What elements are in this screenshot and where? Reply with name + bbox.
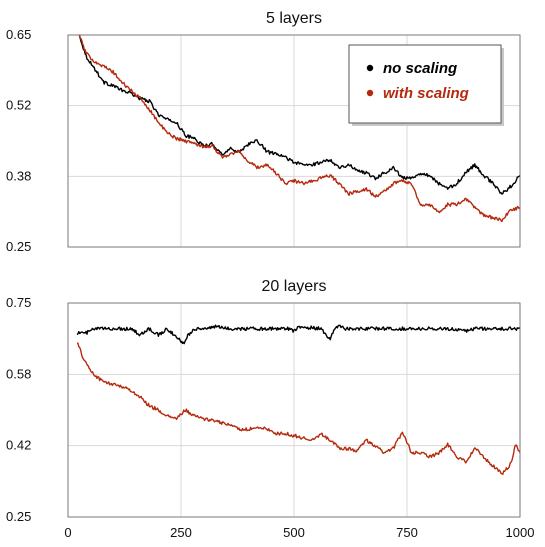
legend-box: [348, 44, 502, 124]
x-tick-label: 1000: [506, 525, 535, 540]
legend-label: with scaling: [383, 85, 469, 102]
y-tick-label: 0.75: [6, 295, 31, 310]
x-tick-label: 250: [170, 525, 192, 540]
y-tick-label: 0.52: [6, 98, 31, 113]
plot-frame: [67, 302, 521, 518]
legend-marker: [366, 89, 374, 97]
x-tick-label: 500: [283, 525, 305, 540]
y-tick-label: 0.42: [6, 438, 31, 453]
legend-marker: [366, 64, 374, 72]
panel-20-layers: 20 layers 0.75 0.58 0.42 0.25 0 250 500 750 1000: [6, 278, 534, 540]
y-tick-label: 0.25: [6, 509, 31, 524]
x-tick-label: 750: [396, 525, 418, 540]
y-tick-label: 0.25: [6, 239, 31, 254]
series-line-with-scaling: [78, 34, 521, 223]
y-tick-label: 0.38: [6, 168, 31, 183]
y-tick-label: 0.58: [6, 366, 31, 381]
legend-label: no scaling: [383, 60, 457, 77]
plot-frame: [67, 34, 521, 248]
series-line-no-scaling: [78, 34, 521, 195]
chart-title: 20 layers: [262, 278, 327, 295]
y-tick-label: 0.65: [6, 27, 31, 42]
x-tick-label: 0: [64, 525, 71, 540]
series-line-no-scaling: [76, 324, 521, 345]
panel-5-layers: 5 layers 0.65 0.52 0.38 0.25 no scaling with s…: [6, 10, 521, 254]
series-line-with-scaling: [76, 342, 521, 475]
chart-title: 5 layers: [266, 10, 322, 27]
